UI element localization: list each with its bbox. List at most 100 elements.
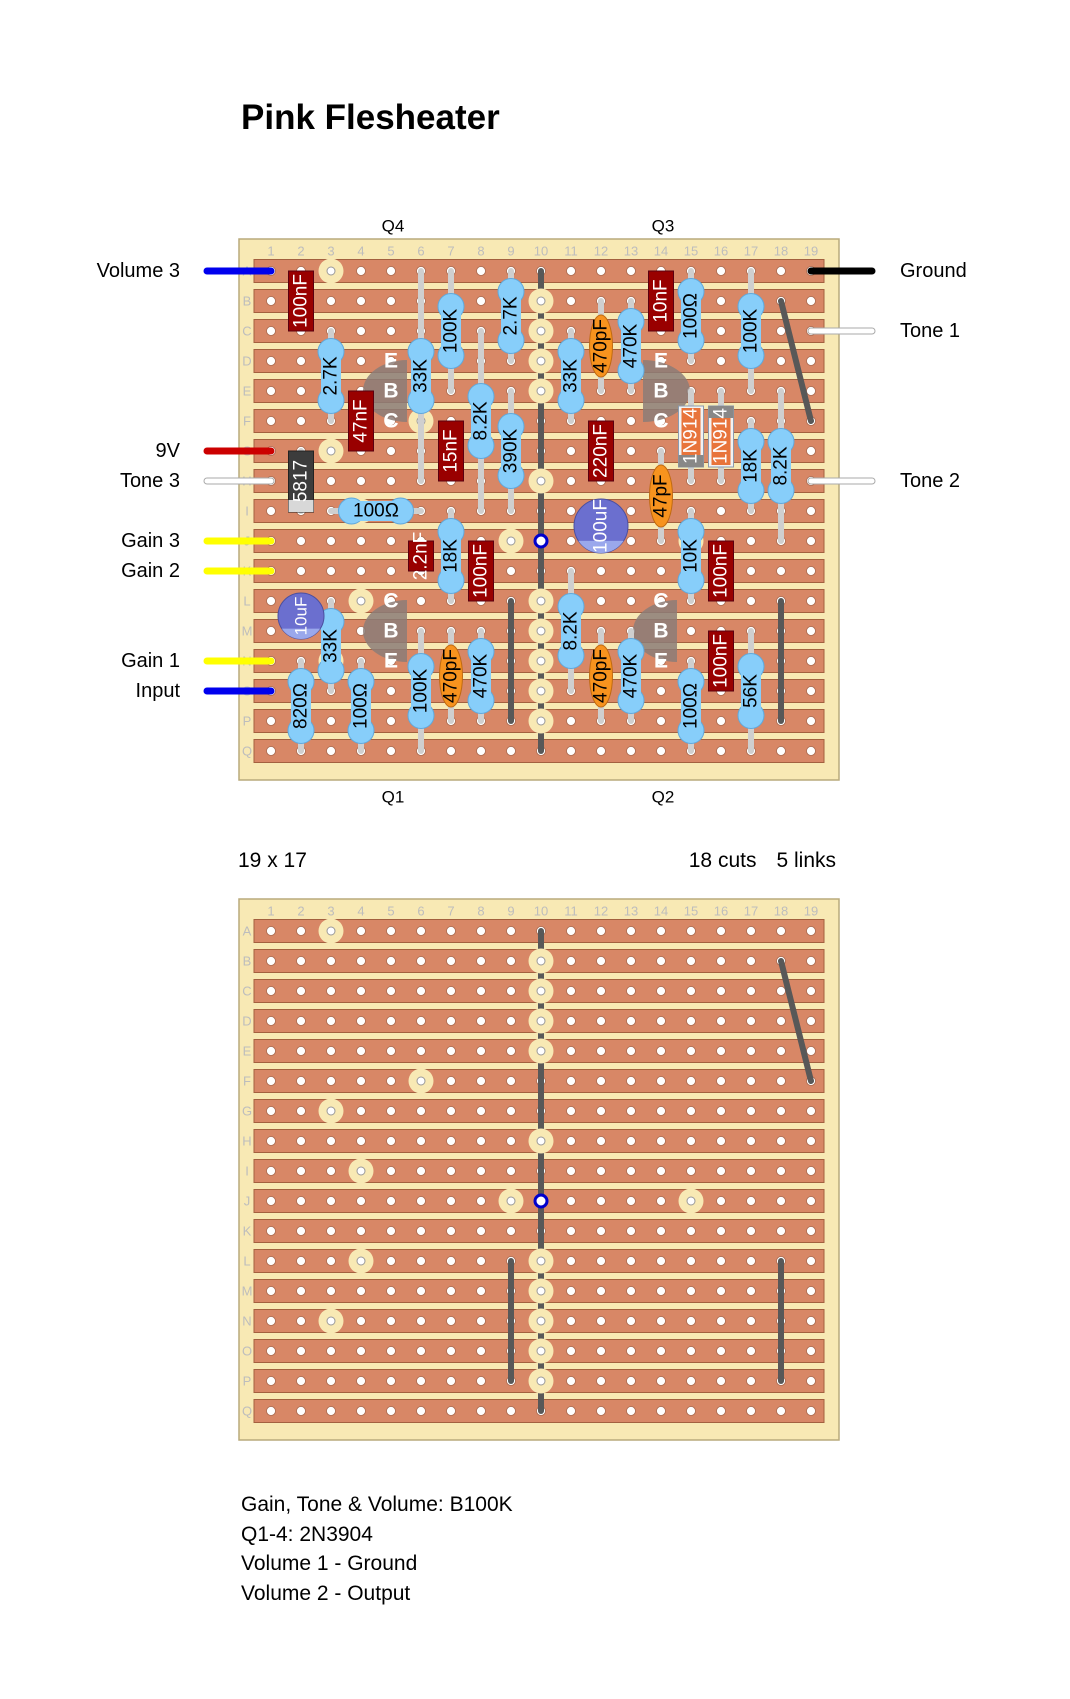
hole — [806, 1226, 816, 1236]
hole — [296, 926, 306, 936]
hole — [716, 1226, 726, 1236]
hole — [686, 1076, 696, 1086]
hole — [746, 986, 756, 996]
hole — [716, 716, 726, 726]
row-letter: L — [243, 1254, 250, 1269]
hole — [746, 1166, 756, 1176]
hole — [356, 1046, 366, 1056]
hole — [626, 476, 636, 486]
column-number: 8 — [477, 244, 484, 259]
hole — [356, 1376, 366, 1386]
hole — [656, 1226, 666, 1236]
hole — [656, 1196, 666, 1206]
film-capacitor: 100nF — [708, 630, 734, 692]
hole — [776, 1136, 786, 1146]
hole — [746, 1196, 756, 1206]
transistor-label-q4: Q4 — [382, 217, 405, 236]
copper-side-board: 1 2 3 4 5 6 7 8 9 10 11 12 13 14 15 16 17 18 19ABCDEFGHIJK… — [238, 898, 840, 1441]
hole — [746, 1226, 756, 1236]
hole — [266, 986, 276, 996]
hole — [266, 296, 276, 306]
row-letter: C — [242, 984, 251, 999]
capacitor-value: 2.2nF — [411, 532, 432, 581]
hole — [566, 506, 576, 516]
hole — [266, 1286, 276, 1296]
diode-value: 5817 — [291, 460, 312, 502]
hole — [446, 1316, 456, 1326]
hole — [566, 1346, 576, 1356]
capacitor-value: 100nF — [471, 544, 492, 598]
hole — [626, 956, 636, 966]
transistor-pin-e: E — [384, 350, 398, 373]
hole — [566, 476, 576, 486]
diode-value: 1N914 — [711, 408, 732, 464]
hole — [806, 1316, 816, 1326]
hole — [266, 1316, 276, 1326]
column-number: 11 — [564, 244, 578, 259]
hole — [326, 1286, 336, 1296]
film-capacitor: 100nF — [288, 270, 314, 332]
hole — [386, 326, 396, 336]
hole — [416, 1016, 426, 1026]
capacitor-value: 47nF — [351, 399, 372, 442]
resistor: 33K — [557, 338, 585, 414]
hole — [776, 926, 786, 936]
hole — [416, 1286, 426, 1296]
hole — [506, 1076, 516, 1086]
hole — [776, 1166, 786, 1176]
resistor-body — [441, 305, 461, 357]
wire-label: Tone 3 — [120, 470, 180, 492]
hole — [386, 1256, 396, 1266]
hole — [626, 986, 636, 996]
hole — [626, 506, 636, 516]
transistor-pin-b: B — [653, 620, 668, 643]
hole — [266, 926, 276, 936]
track-cut-hole — [536, 386, 546, 396]
capacitor-body — [648, 270, 674, 332]
hole — [686, 1136, 696, 1146]
capacitor-body — [348, 390, 374, 452]
resistor-value: 100K — [741, 308, 762, 353]
hole — [446, 1166, 456, 1176]
build-notes: Gain, Tone & Volume: B100K Q1-4: 2N3904 … — [241, 1490, 513, 1608]
polarity-stripe — [278, 628, 324, 639]
hole — [326, 536, 336, 546]
hole — [596, 596, 606, 606]
hole — [356, 326, 366, 336]
track-cut-hole — [536, 1256, 546, 1266]
hole — [506, 926, 516, 936]
track-cut-hole — [536, 596, 546, 606]
track-cut-hole — [356, 596, 366, 606]
resistor-body — [471, 395, 491, 447]
resistor-value: 8.2K — [561, 611, 582, 650]
page-title: Pink Flesheater — [241, 98, 500, 137]
capacitor-value: 100nF — [711, 544, 732, 598]
resistor-value: 820Ω — [291, 683, 312, 729]
hole — [386, 956, 396, 966]
hole — [806, 716, 816, 726]
resistor-body — [350, 501, 402, 521]
component-side-board: 12345678910111213141516171819ABCDEFGHIJK… — [97, 217, 967, 807]
row-letter: L — [243, 594, 250, 609]
hole — [326, 956, 336, 966]
hole — [776, 1046, 786, 1056]
hole — [386, 1196, 396, 1206]
hole — [296, 1046, 306, 1056]
capacitor-body — [649, 464, 673, 528]
column-number: 4 — [357, 904, 364, 919]
column-number: 19 — [804, 244, 818, 259]
resistor-body — [681, 530, 701, 582]
resistor-body — [441, 530, 461, 582]
hole — [296, 1076, 306, 1086]
hole — [716, 1136, 726, 1146]
row-letter: D — [242, 1014, 251, 1029]
transistor-pin-e: E — [654, 350, 668, 373]
hole — [716, 1346, 726, 1356]
hole — [326, 1046, 336, 1056]
hole — [506, 986, 516, 996]
column-number: 12 — [594, 244, 608, 259]
marker-ring — [533, 1193, 549, 1209]
hole — [326, 986, 336, 996]
column-number: 18 — [774, 904, 788, 919]
hole — [806, 956, 816, 966]
